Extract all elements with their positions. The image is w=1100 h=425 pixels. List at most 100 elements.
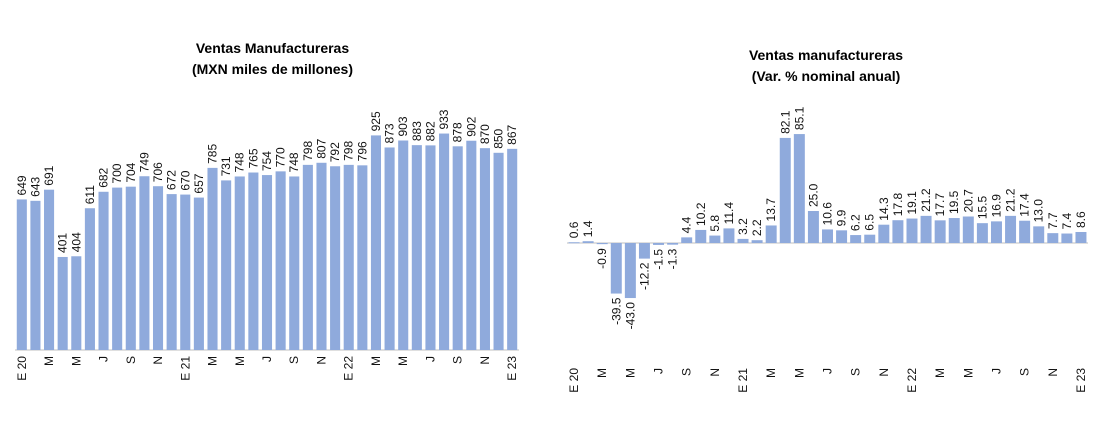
bar (316, 162, 327, 350)
x-tick-label: M (764, 368, 778, 378)
bar (1061, 233, 1073, 243)
data-label: 878 (451, 122, 465, 142)
chart-subtitle-line: (MXN miles de millones) (191, 61, 354, 77)
bar (723, 228, 735, 243)
bar (44, 189, 55, 350)
data-label: 672 (165, 170, 179, 190)
data-label: 903 (396, 116, 410, 136)
x-tick-label: E 23 (505, 356, 519, 381)
data-label: 7.4 (1060, 213, 1074, 230)
x-tick-label: J (260, 356, 274, 362)
data-label: 19.1 (905, 191, 919, 215)
data-label: -43.0 (623, 302, 637, 330)
data-label: 17.8 (891, 193, 905, 217)
bar (275, 171, 286, 350)
x-tick-label: M (961, 368, 975, 378)
data-label: 16.9 (989, 194, 1003, 218)
bar (30, 200, 41, 350)
bar (822, 229, 833, 243)
data-label: 13.7 (764, 198, 778, 222)
bar (836, 230, 848, 243)
bar (850, 235, 862, 243)
x-tick-label: M (42, 356, 56, 366)
bar (624, 243, 636, 299)
bar (681, 237, 693, 243)
data-label: 11.4 (722, 202, 736, 225)
x-tick-label: E 21 (178, 356, 192, 381)
bar (568, 242, 580, 244)
bar (807, 211, 819, 243)
bar (398, 140, 409, 350)
bar (98, 191, 109, 350)
bar (152, 186, 164, 350)
bar (878, 224, 890, 243)
data-label: 706 (151, 162, 165, 182)
data-label: 14.3 (877, 197, 891, 221)
data-label: 925 (369, 111, 383, 131)
x-tick-label: E 20 (567, 368, 581, 393)
bar (737, 238, 749, 243)
bar (1019, 220, 1031, 243)
data-label: 6.2 (849, 214, 863, 231)
x-tick-label: J (821, 368, 835, 374)
chart-panel-sales-growth: Ventas manufactureras (Var. % nominal an… (552, 0, 1100, 425)
data-label: 1.4 (581, 220, 595, 237)
data-label: 6.5 (863, 214, 877, 231)
bar (892, 220, 904, 243)
bar (695, 229, 707, 243)
bar (779, 137, 791, 243)
chart-title-line: Ventas Manufactureras (195, 40, 350, 56)
bar (493, 152, 504, 350)
bar (793, 134, 805, 243)
x-tick-label: S (451, 356, 465, 364)
x-tick-label: S (1018, 368, 1032, 376)
bar (71, 256, 82, 350)
bar (990, 221, 1002, 243)
x-tick-label: M (69, 356, 83, 366)
bar (1075, 231, 1087, 243)
data-label: 2.2 (750, 219, 764, 236)
data-label: 933 (437, 109, 451, 129)
data-label: 785 (206, 144, 220, 164)
bar (479, 148, 490, 350)
x-tick-label: E 21 (736, 368, 750, 393)
bar (221, 180, 232, 350)
data-label: -1.3 (666, 248, 680, 269)
bar (384, 147, 395, 350)
bar (16, 199, 27, 350)
data-label: 5.8 (708, 215, 722, 232)
data-label: 682 (97, 167, 111, 187)
bar (667, 243, 679, 245)
data-label: 19.5 (947, 190, 961, 214)
bar (596, 243, 608, 245)
data-label: 10.2 (694, 202, 708, 226)
x-tick-label: M (792, 368, 806, 378)
bar (507, 148, 518, 350)
x-tick-label: J (423, 356, 437, 362)
data-label: 85.1 (792, 106, 806, 130)
data-label: 765 (246, 148, 260, 168)
data-label: 8.6 (1074, 211, 1088, 228)
bar (357, 165, 368, 350)
x-tick-label: S (124, 356, 138, 364)
data-label: 0.6 (567, 221, 581, 238)
bar (610, 243, 622, 294)
data-label: 404 (69, 232, 83, 252)
bar (343, 164, 354, 350)
bar (125, 186, 136, 350)
bar (976, 223, 988, 243)
bar (709, 235, 721, 243)
data-label: 700 (110, 163, 124, 183)
data-label: 792 (328, 142, 342, 162)
bar (302, 164, 313, 350)
bar (370, 135, 382, 350)
data-label: 4.4 (680, 216, 694, 233)
bar (920, 215, 932, 243)
data-label: 749 (137, 152, 151, 172)
bar (166, 194, 177, 350)
x-tick-label: E 20 (15, 356, 29, 381)
x-tick-label: N (478, 356, 492, 365)
data-label: 691 (42, 165, 56, 185)
bar (411, 145, 422, 350)
data-label: 902 (464, 116, 478, 136)
